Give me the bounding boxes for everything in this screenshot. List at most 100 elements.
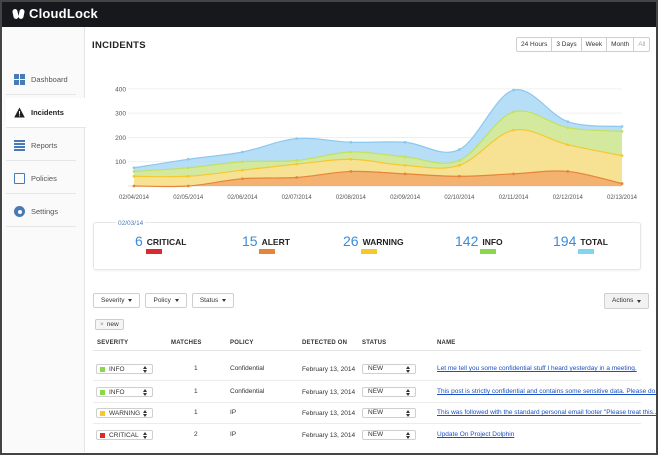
select-arrows-icon [406,389,411,396]
incident-link[interactable]: Update On Project Dolphin [437,431,515,438]
status-value: NEW [368,388,384,395]
series-2-point-3 [295,162,299,166]
detected-cell: February 13, 2014 [302,366,356,373]
sidebar-item-reports[interactable]: Reports [6,131,76,161]
stat-count: 26 [343,233,359,249]
series-1-point-7 [512,110,515,114]
severity-color-dot [100,410,105,416]
sidebar-item-label: Incidents [31,108,64,117]
series-1-point-8 [566,126,570,130]
policy-cell: IP [230,431,237,438]
column-header-name[interactable]: NAME [437,340,456,346]
stat-label: ALERT [261,237,290,247]
severity-filter-button[interactable]: Severity [93,293,141,308]
status-select[interactable]: NEW [362,430,416,440]
severity-select[interactable]: INFO [96,364,153,374]
severity-select[interactable]: CRITICAL [96,430,153,440]
stat-critical[interactable]: 6 CRITICAL [135,234,186,248]
gear-icon [14,206,25,217]
status-select[interactable]: NEW [362,408,416,418]
series-0-point-8 [566,120,570,124]
range-week-button[interactable]: Week [582,38,608,51]
column-header-status[interactable]: STATUS [362,340,387,346]
x-tick-label: 02/08/2014 [336,195,367,201]
warning-icon [14,107,25,118]
y-tick-label: 300 [115,111,126,118]
column-header-policy[interactable]: POLICY [230,340,254,346]
row-divider [93,423,641,424]
y-tick-label: 200 [115,135,126,142]
status-select[interactable]: NEW [362,364,416,374]
severity-value: INFO [109,365,125,373]
actions-button[interactable]: Actions [604,293,650,309]
series-3-line [133,170,623,188]
series-3-point-7 [512,172,515,176]
x-tick-label: 02/06/2014 [227,195,258,201]
status-filter-button[interactable]: Status [191,293,235,308]
stat-label: CRITICAL [146,237,187,247]
sidebar-item-label: Dashboard [31,75,68,84]
matches-cell: 1 [194,365,198,372]
x-tick-label: 02/11/2014 [499,195,529,201]
incident-link[interactable]: This was followed with the standard pers… [437,409,658,416]
matches-cell: 1 [194,409,198,416]
series-3-point-8 [566,170,570,173]
detected-cell: February 13, 2014 [302,389,356,396]
app-name: CloudLock [29,6,98,21]
select-arrows-icon [143,366,148,373]
severity-color-dot [100,366,105,372]
range-all-button[interactable]: All [638,41,646,48]
range-24-hours-button[interactable]: 24 Hours [517,38,553,51]
sidebar-item-incidents[interactable]: Incidents [6,98,92,128]
stat-label: INFO [482,237,503,247]
sidebar-item-policies[interactable]: Policies [6,164,76,194]
series-1-point-4 [349,150,353,154]
select-arrows-icon [143,410,148,417]
policy-filter-button[interactable]: Policy [145,293,187,308]
detected-cell: February 13, 2014 [302,432,356,439]
filter-tag-label: new [106,321,119,328]
sidebar-item-settings[interactable]: Settings [6,197,76,227]
top-bar: CloudLock [0,0,658,27]
stat-warning[interactable]: 26 WARNING [343,234,404,248]
series-1-point-3 [295,159,299,162]
series-3-point-6 [457,174,461,178]
time-range-selector: 24 Hours 3 Days Week Month All [516,37,651,52]
header-divider [93,350,641,351]
range-month-button[interactable]: Month [607,38,635,51]
stat-label: WARNING [362,237,404,247]
summary-date: 02/03/14 [116,220,146,227]
status-select[interactable]: NEW [362,387,416,397]
sidebar-item-dashboard[interactable]: Dashboard [6,65,76,95]
stat-count: 142 [455,233,479,249]
incident-link[interactable]: This post is strictly confidential and c… [437,388,658,395]
column-header-matches[interactable]: MATCHES [171,340,202,346]
series-1-point-9 [620,129,624,133]
filter-tag-new[interactable]: × new [95,319,124,330]
severity-select[interactable]: WARNING [96,408,153,418]
app-logo[interactable]: CloudLock [12,6,98,21]
severity-color-dot [100,389,105,395]
stat-info[interactable]: 142 INFO [455,234,503,248]
matches-cell: 1 [194,388,198,395]
row-divider [93,402,641,403]
range-3-days-button[interactable]: 3 Days [552,38,582,51]
x-tick-label: 02/13/2014 [607,195,638,201]
stat-count: 6 [135,233,143,249]
series-0-point-1 [186,157,190,161]
column-header-detected-on[interactable]: DETECTED ON [302,340,348,346]
remove-tag-icon[interactable]: × [100,321,104,328]
incidents-area-chart: 100 200 300 400 02/04/2014 02/05/2014 02/06/20… [92,80,642,208]
x-tick-label: 02/05/2014 [173,195,204,201]
status-filter-label: Status [199,297,219,304]
caret-down-icon [174,299,179,302]
stat-alert[interactable]: 15 ALERT [242,234,290,248]
incident-link[interactable]: Let me tell you some confidential stuff … [437,365,637,372]
series-1-point-2 [241,160,244,164]
column-header-severity[interactable]: SEVERITY [97,340,129,346]
series-2-point-8 [566,143,570,147]
x-tick-label: 02/10/2014 [444,195,475,201]
stat-total[interactable]: 194 TOTAL [553,234,608,248]
status-value: NEW [368,365,384,372]
severity-select[interactable]: INFO [96,387,153,397]
